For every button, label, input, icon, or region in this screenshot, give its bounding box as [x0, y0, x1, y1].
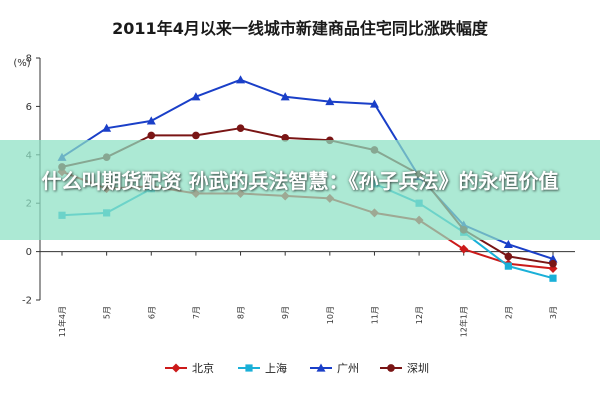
data-point: [549, 274, 557, 282]
legend-item-shenzhen: 深圳: [380, 362, 429, 375]
axes: -20246811年4月5月6月7月8月9月10月11月12月12年1月2月3月: [22, 54, 575, 337]
x-tick-label: 3月: [549, 306, 558, 319]
legend-item-shanghai: 上海: [238, 361, 287, 375]
legend-label: 北京: [192, 361, 214, 375]
data-point: [387, 364, 395, 372]
data-point: [245, 364, 253, 372]
data-point: [236, 124, 245, 133]
data-point: [459, 244, 469, 254]
data-point: [281, 134, 290, 142]
x-tick-label: 10月: [326, 306, 335, 324]
legend-item-beijing: 北京: [165, 361, 214, 375]
data-point: [549, 259, 557, 268]
data-point: [325, 97, 335, 106]
legend-label: 深圳: [407, 362, 429, 375]
data-point: [503, 239, 513, 248]
y-axis-unit: (%): [13, 58, 30, 69]
overlay-text: 什么叫期货配资 孙武的兵法智慧：《孙子兵法》的永恒价值: [41, 169, 559, 193]
y-tick-label: 6: [26, 102, 32, 113]
data-point: [369, 99, 379, 108]
legend-label: 上海: [265, 361, 287, 375]
data-point: [504, 262, 512, 270]
x-tick-label: 6月: [147, 306, 156, 319]
y-tick-label: 8: [26, 54, 32, 65]
x-tick-label: 8月: [237, 306, 246, 319]
data-point: [191, 92, 201, 101]
x-tick-label: 11年4月: [57, 306, 67, 337]
legend: 北京 上海 广州 深圳: [165, 361, 429, 375]
x-tick-label: 12月: [415, 306, 424, 324]
data-point: [102, 123, 112, 132]
data-point: [280, 92, 290, 101]
x-tick-label: 7月: [192, 306, 201, 319]
data-point: [147, 131, 156, 140]
data-point: [548, 254, 558, 263]
data-point: [316, 363, 326, 372]
y-tick-label: 0: [26, 247, 32, 258]
chart-title: 2011年4月以来一线城市新建商品住宅同比涨跌幅度: [112, 19, 489, 38]
x-tick-label: 9月: [281, 306, 290, 319]
data-point: [192, 131, 200, 140]
x-tick-label: 5月: [103, 306, 112, 319]
data-point: [171, 363, 181, 373]
x-tick-label: 11月: [370, 306, 379, 324]
legend-item-guangzhou: 广州: [310, 362, 359, 375]
data-point: [146, 116, 156, 125]
y-tick-label: -2: [22, 296, 32, 307]
overlay-banner: [0, 140, 600, 240]
data-point: [236, 75, 246, 84]
legend-label: 广州: [337, 362, 359, 375]
x-tick-label: 12年1月: [459, 306, 469, 337]
x-tick-label: 2月: [504, 306, 513, 319]
data-point: [504, 252, 513, 261]
